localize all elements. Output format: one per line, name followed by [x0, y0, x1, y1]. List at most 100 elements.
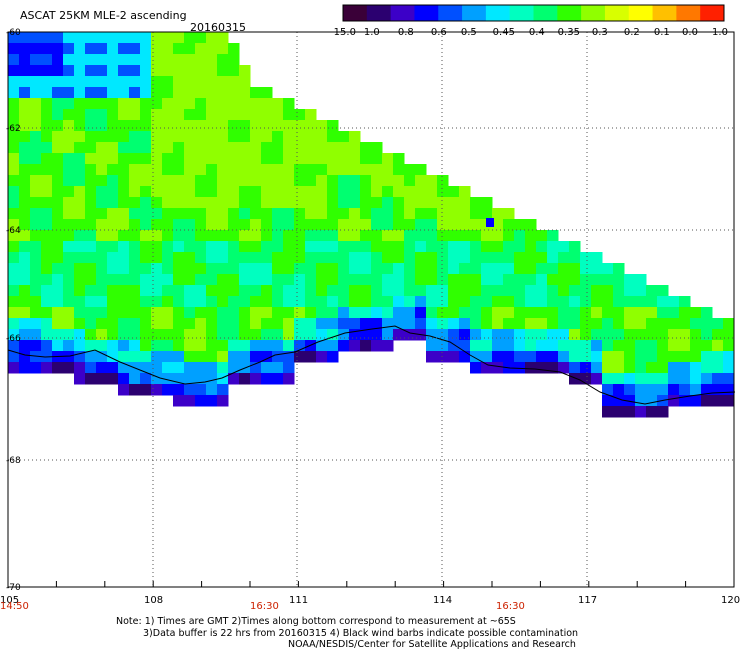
backscatter-cell	[8, 131, 20, 143]
backscatter-cell	[85, 241, 97, 253]
backscatter-cell	[195, 109, 207, 121]
backscatter-cell	[283, 153, 295, 165]
backscatter-cell	[30, 164, 42, 176]
backscatter-cell	[74, 241, 86, 253]
backscatter-cell	[426, 263, 438, 275]
backscatter-cell	[426, 285, 438, 297]
backscatter-cell	[162, 76, 174, 88]
backscatter-cell	[184, 208, 196, 220]
backscatter-cell	[547, 285, 559, 297]
backscatter-cell	[272, 329, 284, 341]
backscatter-cell	[107, 54, 119, 66]
backscatter-cell	[613, 340, 625, 352]
backscatter-cell	[503, 230, 515, 242]
backscatter-cell	[382, 219, 394, 231]
backscatter-cell	[448, 186, 460, 198]
backscatter-cell	[118, 131, 130, 143]
backscatter-cell	[162, 307, 174, 319]
backscatter-cell	[107, 43, 119, 55]
backscatter-cell	[19, 274, 31, 286]
backscatter-cell	[294, 142, 306, 154]
backscatter-cell	[217, 373, 229, 385]
backscatter-cell	[96, 87, 108, 99]
backscatter-cell	[547, 329, 559, 341]
backscatter-cell	[415, 208, 427, 220]
backscatter-cell	[481, 230, 493, 242]
backscatter-cell	[448, 351, 460, 363]
backscatter-cell	[140, 384, 152, 396]
backscatter-cell	[239, 252, 251, 264]
backscatter-cell	[525, 241, 537, 253]
backscatter-cell	[85, 131, 97, 143]
backscatter-cell	[195, 230, 207, 242]
backscatter-cell	[591, 362, 603, 374]
backscatter-cell	[283, 318, 295, 330]
backscatter-cell	[558, 351, 570, 363]
backscatter-cell	[272, 263, 284, 275]
backscatter-cell	[140, 252, 152, 264]
backscatter-cell	[613, 263, 625, 275]
backscatter-cell	[448, 274, 460, 286]
backscatter-cell	[283, 362, 295, 374]
backscatter-cell	[250, 131, 262, 143]
backscatter-cell	[173, 197, 185, 209]
backscatter-cell	[96, 164, 108, 176]
backscatter-cell	[657, 307, 669, 319]
backscatter-cell	[118, 329, 130, 341]
backscatter-cell	[426, 186, 438, 198]
backscatter-cell	[327, 307, 339, 319]
backscatter-cell	[173, 241, 185, 253]
backscatter-cell	[85, 98, 97, 110]
backscatter-cell	[690, 318, 702, 330]
backscatter-cell	[140, 142, 152, 154]
backscatter-cell	[569, 307, 581, 319]
backscatter-cell	[305, 153, 317, 165]
backscatter-cell	[261, 153, 273, 165]
backscatter-cell	[52, 285, 64, 297]
backscatter-cell	[96, 219, 108, 231]
backscatter-cell	[382, 296, 394, 308]
backscatter-cell	[360, 263, 372, 275]
backscatter-cell	[272, 252, 284, 264]
backscatter-cell	[569, 285, 581, 297]
backscatter-cell	[481, 241, 493, 253]
backscatter-cell	[85, 65, 97, 77]
backscatter-cell	[250, 362, 262, 374]
backscatter-cell	[140, 98, 152, 110]
backscatter-cell	[349, 296, 361, 308]
backscatter-cell	[239, 307, 251, 319]
backscatter-cell	[184, 219, 196, 231]
backscatter-cell	[459, 296, 471, 308]
backscatter-cell	[162, 175, 174, 187]
backscatter-cell	[283, 164, 295, 176]
backscatter-cell	[261, 274, 273, 286]
backscatter-cell	[305, 186, 317, 198]
backscatter-cell	[382, 153, 394, 165]
backscatter-cell	[85, 175, 97, 187]
backscatter-cell	[107, 373, 119, 385]
backscatter-cell	[514, 230, 526, 242]
backscatter-cell	[305, 274, 317, 286]
backscatter-cell	[316, 219, 328, 231]
backscatter-cell	[173, 153, 185, 165]
backscatter-cell	[85, 109, 97, 121]
backscatter-cell	[85, 373, 97, 385]
backscatter-cell	[481, 318, 493, 330]
backscatter-cell	[162, 43, 174, 55]
backscatter-cell	[41, 230, 53, 242]
backscatter-cell	[195, 65, 207, 77]
backscatter-cell	[8, 219, 20, 231]
backscatter-cell	[129, 329, 141, 341]
backscatter-cell	[107, 263, 119, 275]
backscatter-cell	[316, 285, 328, 297]
backscatter-cell	[602, 296, 614, 308]
backscatter-cell	[184, 109, 196, 121]
backscatter-cell	[239, 109, 251, 121]
backscatter-cell	[327, 318, 339, 330]
backscatter-cell	[294, 296, 306, 308]
backscatter-cell	[371, 340, 383, 352]
backscatter-cell	[624, 285, 636, 297]
backscatter-cell	[371, 142, 383, 154]
backscatter-cell	[228, 76, 240, 88]
backscatter-cell	[349, 131, 361, 143]
